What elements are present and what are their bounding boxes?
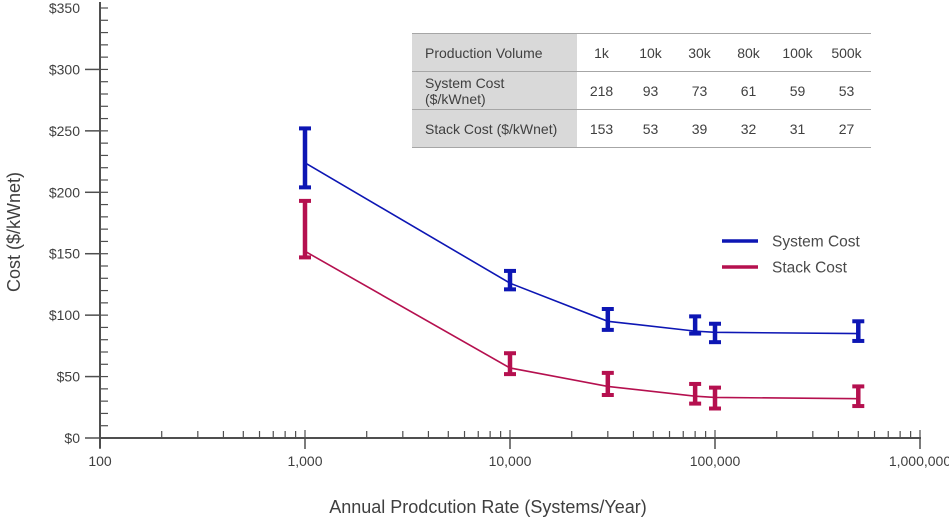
error-bar-stack-cost [299, 198, 311, 260]
error-bar-stack-cost [601, 370, 614, 397]
table-row-stack-cost-value: 31 [773, 109, 822, 148]
error-bar-system-cost [601, 307, 614, 332]
legend-item-stack-cost: Stack Cost [722, 260, 848, 277]
table-row-production-volume-value: 100k [773, 33, 822, 72]
series-line-system-cost [304, 162, 859, 335]
table-row-stack-cost: Stack Cost ($/kWnet) 153 53 39 32 31 27 [412, 109, 871, 148]
x-tick-label: 1,000,000 [889, 453, 949, 469]
error-bar-system-cost [709, 321, 721, 345]
error-bar-system-cost [504, 268, 516, 292]
table-row-production-volume-label: Production Volume [412, 33, 577, 72]
error-bar-system-cost [299, 126, 311, 190]
table-row-production-volume-value: 1k [577, 33, 626, 72]
table-row-system-cost-label: System Cost ($/kWnet) [412, 71, 577, 110]
table-row-stack-cost-value: 27 [822, 109, 871, 148]
table-row-system-cost-value: 61 [724, 71, 773, 110]
production-volume-table: Production Volume 1k 10k 30k 80k 100k 500k Syst… [412, 33, 871, 148]
table-row-production-volume-value: 10k [626, 33, 675, 72]
error-bar-stack-cost [689, 381, 702, 406]
y-axis-title: Cost ($/kWnet) [4, 172, 24, 292]
plot-series [299, 126, 865, 411]
error-bar-stack-cost [852, 384, 865, 409]
axes: $0 $50 $100 $150 $200 $250 $300 $350 100 1,000 10,… [49, 0, 949, 469]
series-line-stack-cost [304, 250, 859, 400]
table-row-stack-cost-value: 53 [626, 109, 675, 148]
y-tick-label: $100 [49, 307, 80, 323]
error-bar-system-cost [852, 319, 865, 343]
y-tick-label: $350 [49, 0, 80, 16]
table-row-production-volume-value: 80k [724, 33, 773, 72]
legend: System Cost Stack Cost [722, 234, 861, 277]
x-tick-label: 100 [88, 453, 112, 469]
error-bar-system-cost [689, 314, 702, 336]
table-row-production-volume-value: 30k [675, 33, 724, 72]
table-row-stack-cost-label: Stack Cost ($/kWnet) [412, 109, 577, 148]
table-row-system-cost-value: 93 [626, 71, 675, 110]
y-tick-label: $150 [49, 246, 80, 262]
table-row-system-cost-value: 53 [822, 71, 871, 110]
legend-label-stack-cost: Stack Cost [772, 260, 848, 277]
y-tick-label: $300 [49, 61, 80, 77]
table-row-stack-cost-value: 39 [675, 109, 724, 148]
inset-table: Production Volume 1k 10k 30k 80k 100k 500k Syst… [412, 33, 871, 148]
legend-item-system-cost: System Cost [722, 234, 861, 251]
legend-label-system-cost: System Cost [772, 234, 861, 251]
table-row-production-volume-value: 500k [822, 33, 871, 72]
y-tick-label: $50 [57, 369, 81, 385]
table-row-stack-cost-value: 153 [577, 109, 626, 148]
table-row-production-volume: Production Volume 1k 10k 30k 80k 100k 500k [412, 33, 871, 72]
error-bar-stack-cost [709, 385, 721, 411]
table-row-system-cost-value: 218 [577, 71, 626, 110]
x-tick-label: 100,000 [690, 453, 741, 469]
x-axis-title: Annual Prodcution Rate (Systems/Year) [329, 497, 647, 517]
x-tick-label: 1,000 [287, 453, 322, 469]
x-tick-label: 10,000 [489, 453, 532, 469]
table-row-stack-cost-value: 32 [724, 109, 773, 148]
table-row-system-cost-value: 73 [675, 71, 724, 110]
table-row-system-cost-value: 59 [773, 71, 822, 110]
y-tick-label: $250 [49, 123, 80, 139]
y-tick-label: $200 [49, 184, 80, 200]
y-tick-label: $0 [64, 430, 80, 446]
error-bar-stack-cost [504, 351, 516, 377]
table-row-system-cost: System Cost ($/kWnet) 218 93 73 61 59 53 [412, 71, 871, 110]
